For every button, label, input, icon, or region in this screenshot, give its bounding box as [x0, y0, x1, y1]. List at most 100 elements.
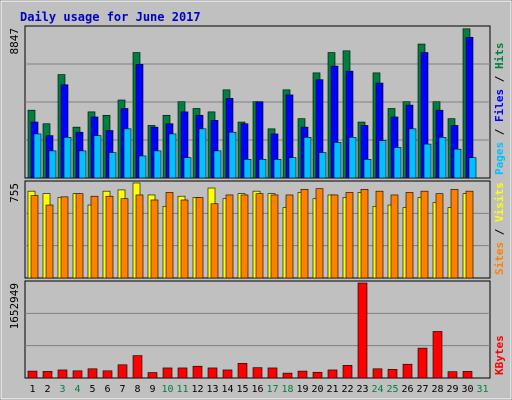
bar-kbytes-day-24 [372, 368, 383, 379]
bar-sites-day-30 [465, 190, 474, 279]
bar-pages-day-5 [93, 135, 102, 179]
x-tick-label: 9 [149, 384, 155, 395]
bar-sites-day-19 [300, 188, 309, 279]
bar-kbytes-day-16 [252, 367, 263, 379]
legend-entry: Visits [493, 182, 506, 222]
chart-title: Daily usage for June 2017 [20, 10, 201, 24]
bar-kbytes-day-19 [297, 370, 308, 379]
legend-entry: / [493, 69, 506, 89]
bar-sites-day-13 [210, 203, 219, 279]
bar-pages-day-29 [453, 148, 462, 179]
x-tick-label: 14 [221, 384, 233, 395]
bar-kbytes-day-25 [387, 369, 398, 379]
panel-hits-files-pages: 8847 Pages / Files / Hits [8, 25, 506, 179]
bar-pages-day-22 [348, 137, 357, 179]
bar-kbytes-day-1 [27, 370, 38, 379]
bar-kbytes-day-7 [117, 364, 128, 379]
x-tick-label: 8 [134, 384, 140, 395]
bar-pages-day-12 [198, 128, 207, 179]
x-tick-label: 10 [161, 384, 173, 395]
bar-kbytes-day-12 [192, 365, 203, 379]
x-tick-label: 29 [446, 384, 458, 395]
x-tick-label: 13 [206, 384, 218, 395]
x-tick-label: 5 [89, 384, 95, 395]
y-max-label: 1652949 [8, 283, 21, 329]
panel-legend: Sites / Visits [493, 182, 506, 275]
bar-pages-day-7 [123, 128, 132, 179]
bar-pages-day-1 [33, 133, 42, 179]
bar-pages-day-9 [153, 150, 162, 179]
x-tick-label: 30 [461, 384, 473, 395]
chart-panels: 8847 Pages / Files / Hits 755 Sites / Visit… [8, 25, 506, 379]
bar-kbytes-day-5 [87, 368, 98, 379]
panel-kbytes: 1652949 KBytes [8, 280, 506, 379]
bar-kbytes-day-14 [222, 369, 233, 379]
series-sites [30, 188, 474, 279]
panel-visits-sites: 755 Sites / Visits [8, 180, 506, 279]
bar-pages-day-2 [48, 150, 57, 179]
bar-pages-day-25 [393, 147, 402, 179]
bar-pages-day-6 [108, 152, 117, 179]
x-tick-label: 23 [356, 384, 368, 395]
x-axis-labels: 1 2 3 4 5 6 7 8 9 10 11 12 13 14 15 16 17 18 19 20 21 22 23 24 2… [29, 384, 488, 395]
bar-sites-day-24 [375, 190, 384, 279]
bar-pages-day-8 [138, 155, 147, 179]
x-tick-label: 3 [59, 384, 65, 395]
x-tick-label: 28 [431, 384, 443, 395]
bar-pages-day-15 [243, 159, 252, 179]
x-tick-label: 6 [104, 384, 110, 395]
bar-kbytes-day-8 [132, 355, 143, 379]
bar-kbytes-day-11 [177, 367, 188, 379]
x-tick-label: 18 [281, 384, 293, 395]
bar-sites-day-23 [360, 188, 369, 279]
bar-pages-day-10 [168, 133, 177, 179]
bar-kbytes-day-23 [357, 282, 368, 379]
legend-entry: Hits [493, 43, 506, 70]
bar-sites-day-1 [30, 195, 39, 279]
bar-pages-day-3 [63, 137, 72, 179]
legend-entry: Sites [493, 242, 506, 275]
bar-kbytes-day-22 [342, 365, 353, 379]
y-max-label: 755 [8, 183, 21, 203]
bar-sites-day-3 [60, 196, 69, 279]
bar-kbytes-day-13 [207, 367, 218, 379]
bar-sites-day-6 [105, 195, 114, 279]
bar-sites-day-18 [285, 194, 294, 279]
x-tick-label: 16 [251, 384, 263, 395]
bar-files-day-30 [465, 36, 474, 179]
x-tick-label: 7 [119, 384, 125, 395]
series-pages [33, 128, 477, 179]
bar-sites-day-26 [405, 192, 414, 279]
x-tick-label: 22 [341, 384, 353, 395]
bar-sites-day-25 [390, 194, 399, 279]
bar-sites-day-28 [435, 193, 444, 279]
bar-pages-day-26 [408, 128, 417, 179]
bar-sites-day-17 [270, 194, 279, 279]
bar-kbytes-day-21 [327, 369, 338, 379]
bar-pages-day-18 [288, 157, 297, 179]
bar-sites-day-16 [255, 193, 264, 279]
series-kbytes [27, 282, 473, 379]
x-tick-label: 4 [74, 384, 80, 395]
legend-entry: Pages [493, 142, 506, 175]
bar-pages-day-24 [378, 140, 387, 179]
legend-entry: KBytes [493, 335, 506, 375]
bar-pages-day-27 [423, 143, 432, 179]
bar-pages-day-28 [438, 137, 447, 179]
x-tick-label: 21 [326, 384, 338, 395]
bar-kbytes-day-3 [57, 369, 68, 379]
bar-pages-day-4 [78, 150, 87, 179]
panel-background [24, 280, 491, 379]
x-tick-label: 11 [176, 384, 188, 395]
panel-legend: Pages / Files / Hits [493, 43, 506, 176]
bar-pages-day-30 [468, 157, 477, 179]
y-max-label: 8847 [8, 28, 21, 55]
bar-sites-day-7 [120, 198, 129, 279]
bar-kbytes-day-29 [447, 371, 458, 379]
bar-pages-day-21 [333, 142, 342, 179]
bar-sites-day-15 [240, 194, 249, 279]
x-tick-label: 1 [29, 384, 35, 395]
bar-kbytes-day-10 [162, 367, 173, 379]
